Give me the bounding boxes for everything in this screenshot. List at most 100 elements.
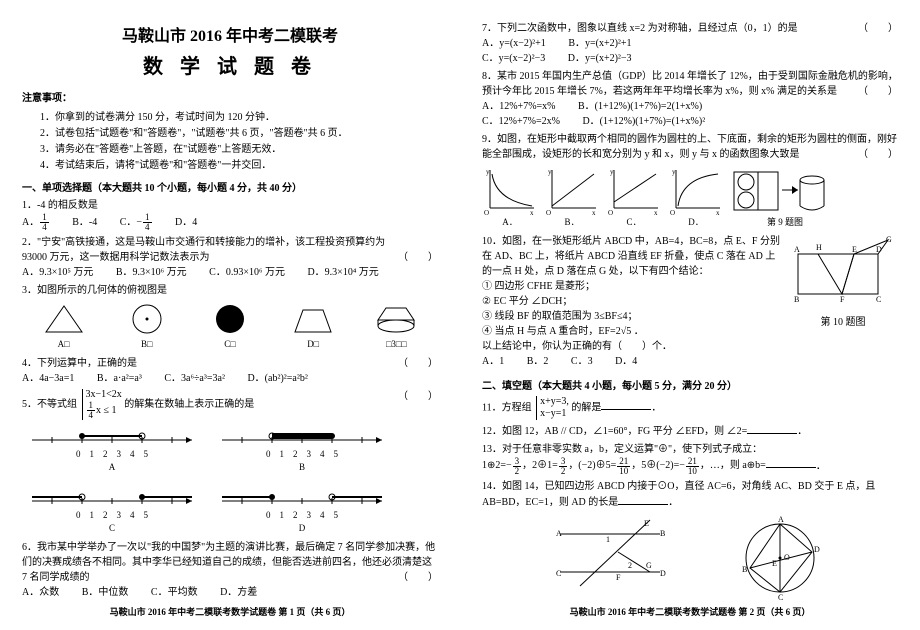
choice: A．1 — [482, 354, 504, 369]
choice: B．9.3×10⁶ 万元 — [116, 265, 187, 280]
choice: D．9.3×10⁴ 万元 — [307, 265, 378, 280]
svg-text:H: H — [816, 243, 822, 252]
page-1: 马鞍山市 2016 年中考二模联考 数 学 试 题 卷 注意事项： 1．你拿到的… — [0, 0, 460, 630]
svg-text:O: O — [546, 209, 551, 216]
notice-item: 3．请务必在"答题卷"上答题，在"试题卷"上答题无效． — [40, 140, 438, 155]
choice: D．4 — [175, 215, 197, 230]
svg-text:F: F — [616, 573, 621, 582]
svg-text:y: y — [548, 168, 552, 176]
svg-text:E: E — [772, 559, 777, 568]
notice-item: 2．试卷包括"试题卷"和"答题卷"，"试题卷"共 6 页，"答题卷"共 6 页． — [40, 124, 438, 139]
svg-text:B: B — [794, 295, 799, 304]
q9: 9．如图，在矩形中截取两个相同的圆作为圆柱的上、下底面，剩余的矩形为圆柱的侧面，… — [482, 132, 898, 230]
choice: A．y=(x−2)²+1 — [482, 36, 546, 51]
q2-stem2: 93000 万元，这一数据用科学记数法表示为 — [22, 252, 210, 263]
q3-shapes: A□ B□ C□ D□ □3□□ — [22, 302, 438, 352]
q12-stem: 12．如图 12，AB // CD，∠1=60°，FG 平分 ∠EFD，则 ∠2… — [482, 426, 747, 437]
q5-stem: 5．不等式组 — [22, 398, 77, 409]
svg-text:O: O — [484, 209, 489, 216]
q1: 1．-4 的相反数是 A．14 B．-4 C．−14 D．4 — [22, 198, 438, 232]
q8-stem: 8．某市 2015 年国内生产总值（GDP）比 2014 年增长了 12%，由于… — [482, 71, 898, 97]
svg-text:y: y — [672, 168, 676, 176]
footer-p2: 马鞍山市 2016 年中考二模联考数学试题卷 第 2 页（共 6 页） — [460, 605, 920, 618]
q10-tail: 以上结论中，你认为正确的有（ ）个． — [482, 339, 898, 354]
choice: C．平均数 — [151, 585, 198, 600]
section2-head: 二、填空题（本大题共 4 小题，每小题 5 分，满分 20 分） — [482, 377, 898, 392]
choice: B．-4 — [72, 215, 97, 230]
svg-text:C: C — [876, 295, 881, 304]
q13-expr: 1⊕2=−32，2⊕1=32，(−2)⊕5=2110，5⊕(−2)=−2110，… — [482, 460, 766, 471]
q13: 13．对于任意非零实数 a，b，定义运算"⊕"，使下列式子成立： 1⊕2=−32… — [482, 442, 898, 476]
q13-stem: 13．对于任意非零实数 a，b，定义运算"⊕"，使下列式子成立： — [482, 444, 762, 455]
svg-text:y: y — [486, 168, 490, 176]
svg-text:x: x — [530, 209, 534, 216]
q3: 3．如图所示的几何体的俯视图是 A□ B□ C□ D□ □3□□ — [22, 283, 438, 352]
q11: 11．方程组 x+y=3,x−y=1 的解是． — [482, 396, 898, 420]
notice-list: 1．你拿到的试卷满分 150 分，考试时间为 120 分钟． 2．试卷包括"试题… — [22, 108, 438, 171]
q7-stem: 7．下列二次函数中，图象以直线 x=2 为对称轴，且经过点（0，1）的是 — [482, 23, 798, 34]
svg-text:C: C — [556, 569, 561, 578]
q12-q14-figures: ABCDE12FG OABCDE — [482, 516, 898, 600]
choice: D．4 — [615, 354, 637, 369]
choice: B．a·a²=a³ — [97, 371, 142, 386]
q4: 4．下列运算中，正确的是（ ） A．4a−3a=1 B．a·a²=a³ C．3a… — [22, 356, 438, 386]
q14: 14．如图 14，已知四边形 ABCD 内接于⊙O，直径 AC=6，对角线 AC… — [482, 479, 898, 600]
svg-text:F: F — [840, 295, 845, 304]
section1-head: 一、单项选择题（本大题共 10 个小题，每小题 4 分，共 40 分） — [22, 179, 438, 194]
choice: C．0.93×10⁶ 万元 — [209, 265, 285, 280]
q10: BCDAFEGH 第 10 题图 10．如图，在一张矩形纸片 ABCD 中，AB… — [482, 234, 898, 369]
q2-stem: 2．"宁安"高铁接通，这是马鞍山市交通行和转接能力的增补，该工程投资预算约为 — [22, 237, 385, 248]
choice: D．方差 — [220, 585, 257, 600]
svg-text:y: y — [610, 168, 614, 176]
q14-figure: OABCDE — [730, 516, 830, 600]
svg-text:A: A — [556, 529, 562, 538]
q7: 7．下列二次函数中，图象以直线 x=2 为对称轴，且经过点（0，1）的是（ ） … — [482, 21, 898, 66]
shape-circle-dot: B□ — [125, 302, 169, 352]
choice: C．3 — [571, 354, 593, 369]
shape-solid: □3□□ — [374, 302, 418, 352]
svg-text:O: O — [608, 209, 613, 216]
svg-text:D: D — [814, 545, 820, 554]
q10-stem: 10．如图，在一张矩形纸片 ABCD 中，AB=4，BC=8，点 E、F 分别在… — [482, 236, 780, 277]
footer-p1: 马鞍山市 2016 年中考二模联考数学试题卷 第 1 页（共 6 页） — [0, 605, 460, 618]
choice: A．12%+7%=x% — [482, 99, 556, 114]
choice: A．9.3×10⁵ 万元 — [22, 265, 93, 280]
choice: C．−14 — [120, 213, 153, 232]
svg-text:B: B — [660, 529, 665, 538]
q6-stem: 6．我市某中学举办了一次以"我的中国梦"为主题的演讲比赛，最后确定 7 名同学参… — [22, 542, 435, 583]
svg-text:G: G — [886, 235, 892, 244]
q5-brace: 3x−1<2x14x ≤ 1 — [82, 389, 122, 420]
q4-stem: 4．下列运算中，正确的是 — [22, 358, 137, 369]
shape-circle: C□ — [208, 302, 252, 352]
choice: D．(ab²)²=a²b² — [247, 371, 307, 386]
title-line1: 马鞍山市 2016 年中考二模联考 — [22, 22, 438, 46]
q1-stem: 1．-4 的相反数是 — [22, 200, 98, 211]
q11-stem: 11．方程组 — [482, 402, 532, 413]
notice-item: 1．你拿到的试卷满分 150 分，考试时间为 120 分钟． — [40, 108, 438, 123]
notice-item: 4．考试结束后，请将"试题卷"和"答题卷"一并交回． — [40, 156, 438, 171]
q10-figure: BCDAFEGH 第 10 题图 — [788, 234, 898, 330]
choice: C．12%+7%=2x% — [482, 114, 560, 129]
notice-head: 注意事项： — [22, 89, 438, 104]
q9-figure: 第 9 题图 — [730, 166, 840, 230]
shape-triangle: A□ — [42, 302, 86, 352]
q5-stem2: 的解集在数轴上表示正确的是 — [124, 398, 254, 409]
q14-stem: 14．如图 14，已知四边形 ABCD 内接于⊙O，直径 AC=6，对角线 AC… — [482, 481, 875, 508]
q2: 2．"宁安"高铁接通，这是马鞍山市交通行和转接能力的增补，该工程投资预算约为 9… — [22, 235, 438, 280]
choice: B．2 — [527, 354, 549, 369]
svg-text:A: A — [778, 516, 784, 524]
q9-graphs: yxOA． yxOB． yxOC． yxOD． 第 9 题图 — [482, 166, 898, 230]
choice: A．14 — [22, 213, 50, 232]
q3-stem: 3．如图所示的几何体的俯视图是 — [22, 285, 167, 296]
q12-figure: ABCDE12FG — [550, 516, 690, 590]
svg-text:E: E — [644, 519, 649, 528]
svg-text:B: B — [742, 565, 747, 574]
svg-text:1: 1 — [606, 535, 610, 544]
q6: 6．我市某中学举办了一次以"我的中国梦"为主题的演讲比赛，最后确定 7 名同学参… — [22, 540, 438, 600]
shape-trapezoid: D□ — [291, 302, 335, 352]
svg-text:x: x — [716, 209, 720, 216]
q5-numlines: 0 1 2 3 4 5A 0 1 2 3 4 5B 0 1 2 3 4 5C 0… — [22, 424, 438, 536]
svg-text:A: A — [794, 245, 800, 254]
svg-text:2: 2 — [628, 561, 632, 570]
choice: C．y=(x−2)²−3 — [482, 51, 545, 66]
